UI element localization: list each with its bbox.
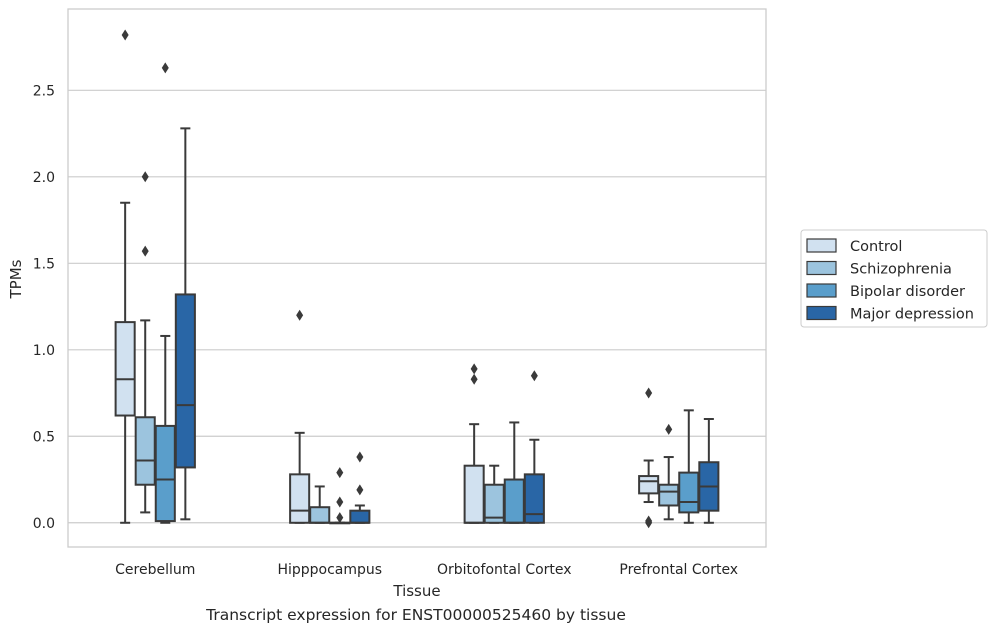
- outlier-point: [356, 484, 364, 496]
- x-tick-label: Hipppocampus: [277, 562, 382, 578]
- box-rect: [678, 471, 700, 514]
- box-rect: [309, 506, 331, 524]
- y-tick-label: 2.5: [33, 83, 55, 99]
- outlier-point: [645, 515, 653, 527]
- outlier-point: [645, 387, 653, 399]
- outlier-point: [470, 373, 478, 385]
- legend-swatch: [806, 260, 837, 276]
- box-rect: [349, 509, 371, 524]
- legend-label: Control: [850, 239, 902, 255]
- box-major-depression: [523, 370, 545, 524]
- plot-frame: [67, 8, 767, 548]
- y-axis-label: TPMs: [7, 259, 25, 299]
- box-major-depression: [174, 127, 196, 521]
- y-tick-label: 0.5: [33, 429, 55, 445]
- legend-frame: [800, 229, 988, 328]
- box-bipolar-disorder: [329, 467, 351, 525]
- box-rect: [503, 478, 525, 524]
- outlier-point: [141, 245, 149, 257]
- box-rect: [174, 293, 196, 469]
- outlier-point: [121, 29, 129, 41]
- box-series: [114, 29, 720, 529]
- box-control: [638, 387, 660, 529]
- box-control: [289, 309, 311, 524]
- box-rect: [523, 473, 545, 524]
- legend-label: Bipolar disorder: [850, 284, 965, 300]
- outlier-point: [336, 512, 344, 524]
- legend-label: Schizophrenia: [850, 262, 952, 278]
- y-tick-label: 1.0: [33, 343, 55, 359]
- x-axis-label: Tissue: [392, 582, 440, 600]
- legend-label: Major depression: [850, 307, 974, 323]
- y-tick-labels: 0.0 0.5 1.0 1.5 2.0 2.5: [33, 83, 55, 531]
- box-rect: [289, 473, 311, 524]
- box-control: [463, 363, 485, 524]
- outlier-point: [470, 363, 478, 375]
- outlier-point: [141, 171, 149, 183]
- outlier-point: [336, 496, 344, 508]
- box-rect: [483, 483, 505, 524]
- outlier-point: [665, 423, 673, 435]
- box-rect: [154, 424, 176, 523]
- box-rect: [114, 321, 136, 417]
- legend: Control Schizophrenia Bipolar disorder Majo…: [800, 229, 988, 328]
- outlier-point: [356, 451, 364, 463]
- legend-swatch: [806, 238, 837, 253]
- box-rect: [463, 464, 485, 524]
- box-schizophrenia: [658, 423, 680, 521]
- box-schizophrenia: [134, 171, 156, 514]
- x-tick-label: Cerebellum: [115, 562, 195, 578]
- y-tick-label: 0.0: [33, 516, 55, 532]
- legend-swatch: [806, 305, 837, 321]
- box-rect: [134, 416, 156, 486]
- chart-caption: Transcript expression for ENST0000052546…: [206, 606, 626, 624]
- box-bipolar-disorder: [503, 421, 525, 524]
- box-rect: [658, 483, 680, 507]
- y-tick-label: 2.0: [33, 170, 55, 186]
- box-schizophrenia: [483, 464, 505, 524]
- outlier-point: [161, 62, 169, 74]
- x-tick-labels: Cerebellum Hipppocampus Orbitofontal Corte…: [115, 562, 738, 578]
- box-major-depression: [349, 451, 371, 524]
- x-tick-label: Orbitofontal Cortex: [437, 562, 572, 578]
- box-rect: [638, 475, 660, 495]
- y-tick-label: 1.5: [33, 256, 55, 272]
- box-schizophrenia: [309, 485, 331, 524]
- outlier-point: [336, 467, 344, 479]
- x-tick-label: Prefrontal Cortex: [619, 562, 738, 578]
- box-major-depression: [698, 417, 720, 524]
- box-bipolar-disorder: [678, 409, 700, 524]
- legend-swatch: [806, 283, 837, 298]
- box-control: [114, 29, 136, 524]
- outlier-point: [296, 309, 304, 321]
- box-bipolar-disorder: [154, 62, 176, 524]
- outlier-point: [530, 370, 538, 382]
